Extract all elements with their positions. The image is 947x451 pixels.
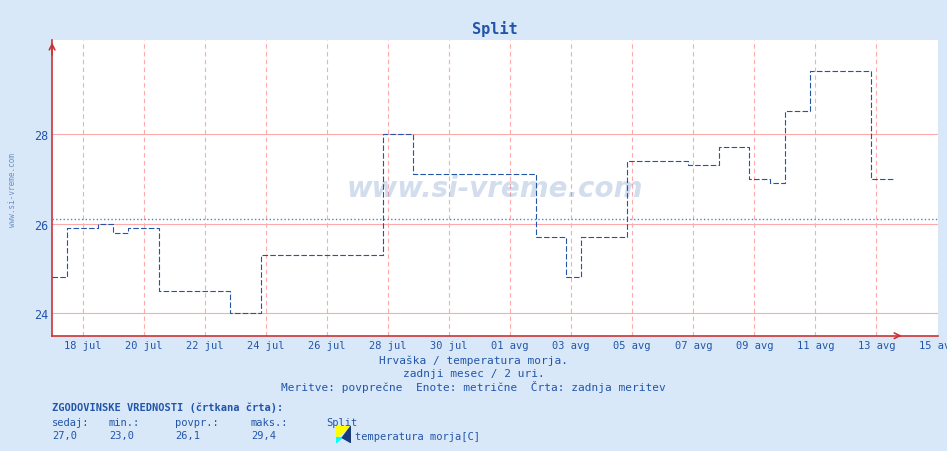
Text: 23,0: 23,0: [109, 430, 134, 440]
Text: zadnji mesec / 2 uri.: zadnji mesec / 2 uri.: [402, 368, 545, 378]
Text: 27,0: 27,0: [52, 430, 77, 440]
Polygon shape: [336, 426, 351, 438]
Text: ZGODOVINSKE VREDNOSTI (črtkana črta):: ZGODOVINSKE VREDNOSTI (črtkana črta):: [52, 402, 283, 412]
Text: Meritve: povprečne  Enote: metrične  Črta: zadnja meritev: Meritve: povprečne Enote: metrične Črta:…: [281, 380, 666, 392]
Text: sedaj:: sedaj:: [52, 417, 90, 427]
Text: povpr.:: povpr.:: [175, 417, 219, 427]
Title: Split: Split: [472, 21, 518, 37]
Text: 26,1: 26,1: [175, 430, 200, 440]
Text: Split: Split: [327, 417, 358, 427]
Text: Hrvaška / temperatura morja.: Hrvaška / temperatura morja.: [379, 354, 568, 365]
Text: min.:: min.:: [109, 417, 140, 427]
Text: 29,4: 29,4: [251, 430, 276, 440]
Polygon shape: [342, 426, 351, 443]
Text: maks.:: maks.:: [251, 417, 289, 427]
Text: www.si-vreme.com: www.si-vreme.com: [347, 175, 643, 202]
Polygon shape: [336, 438, 342, 443]
Text: www.si-vreme.com: www.si-vreme.com: [8, 152, 17, 226]
Text: temperatura morja[C]: temperatura morja[C]: [355, 431, 480, 441]
